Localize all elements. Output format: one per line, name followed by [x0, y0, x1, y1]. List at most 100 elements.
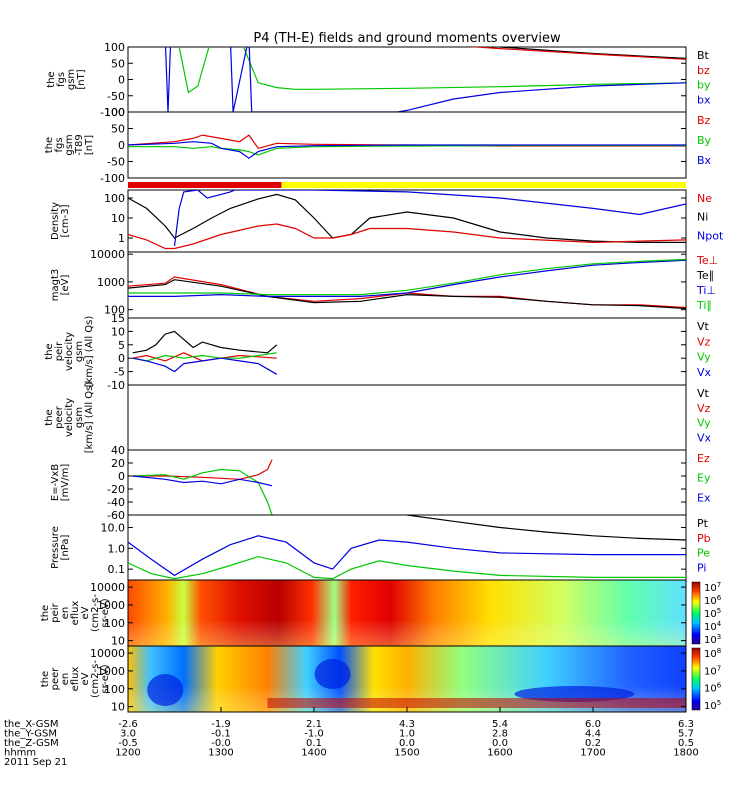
colorbar-tick-label: 106: [704, 682, 722, 695]
x-row-value: 0.0: [492, 738, 508, 749]
y-tick-label: 15: [111, 312, 125, 325]
y-tick-label: 10000: [90, 248, 125, 261]
y-tick-label: 10: [111, 212, 125, 225]
legend-label: Ne: [697, 192, 712, 205]
series-line-Npot: [173, 190, 686, 247]
series-line-Vz: [132, 352, 277, 362]
x-row-value: 2.1: [306, 719, 322, 730]
legend-label: Vy: [697, 351, 711, 364]
x-row-value: -0.1: [211, 729, 231, 740]
y-axis-label: the: [40, 605, 51, 621]
series-line-Ni: [128, 193, 686, 243]
legend-label: Ti⊥: [696, 284, 716, 297]
y-axis-label: [km/s] (All Qs): [84, 382, 95, 454]
y-axis-label: fgs: [56, 72, 67, 87]
x-row-label: hhmm: [4, 748, 36, 759]
legend-label: Ex: [697, 491, 711, 504]
series-line-bx: [164, 47, 686, 112]
series-line-By: [128, 145, 686, 156]
y-axis-label: en: [60, 673, 71, 686]
series-line-Ti∥: [128, 258, 686, 296]
x-row-value: 0.1: [306, 738, 322, 749]
series-line-Te∥: [128, 279, 686, 310]
y-tick-label: -40: [107, 496, 125, 509]
y-tick-label: 1000: [97, 276, 125, 289]
y-tick-label: 50: [111, 123, 125, 136]
y-tick-label: -50: [107, 90, 125, 103]
y-axis-label: eflux: [70, 667, 81, 692]
x-row-value: -2.6: [118, 719, 138, 730]
panel-frame: [127, 384, 687, 451]
y-tick-label: 100: [104, 41, 125, 54]
y-tick-label: 0: [118, 139, 125, 152]
y-tick-label: 10: [111, 701, 125, 714]
panel-frame: [127, 317, 687, 386]
series-line-Pt: [406, 515, 686, 541]
x-row-value: 0.2: [585, 738, 601, 749]
x-row-value: 6.0: [585, 719, 601, 730]
series-line-Ey: [132, 468, 273, 515]
colorbar: [691, 581, 701, 645]
y-axis-label: the: [44, 343, 55, 359]
series-line-Ti⊥: [128, 259, 686, 297]
panel-frame: [127, 514, 687, 581]
x-row-value: 1200: [115, 748, 140, 759]
legend-label: Pi: [697, 561, 706, 574]
series-line-Ne: [128, 223, 686, 250]
colorbar-tick-label: 106: [704, 594, 722, 607]
y-axis-label: eV: [80, 672, 91, 685]
x-axis-date: 2011 Sep 21: [4, 757, 67, 768]
x-row-label: the_X-GSM: [4, 719, 58, 730]
y-tick-label: -100: [100, 172, 125, 185]
y-tick-label: 0: [118, 470, 125, 483]
y-tick-label: 50: [111, 57, 125, 70]
legend-label: Vz: [697, 335, 711, 348]
spectrogram-blob: [314, 659, 351, 689]
legend-label: Vx: [697, 366, 712, 379]
series-line-Ex: [132, 475, 273, 487]
panel-density: 100 10 1 Density [cm-3] Ne Ni Npot: [50, 189, 724, 253]
series-line-Bt: [491, 47, 686, 59]
y-tick-label: -10: [107, 379, 125, 392]
y-tick-label: 10000: [90, 581, 125, 594]
y-tick-label: 100: [104, 192, 125, 205]
y-tick-label: 1000: [97, 665, 125, 678]
y-tick-label: 1.0: [108, 542, 126, 555]
y-tick-label: 1: [118, 232, 125, 245]
x-row-value: 6.3: [678, 719, 694, 730]
mode-bar-red: [128, 182, 282, 188]
legend-label: Vt: [697, 320, 710, 333]
series-line-Te⊥: [128, 276, 686, 309]
legend-label: bz: [697, 64, 710, 77]
x-row-value: 1500: [394, 748, 419, 759]
y-axis-label: velocity: [64, 332, 75, 371]
y-tick-label: 20: [111, 457, 125, 470]
legend-label: Vt: [697, 387, 710, 400]
y-axis-label: (cm2-s-: [90, 594, 101, 632]
legend-label: Npot: [697, 229, 724, 242]
series-line-Vx: [132, 357, 278, 375]
y-axis-label: sr-eV): [100, 598, 111, 627]
legend-label: Vx: [697, 431, 712, 444]
panel-fgs-t89: 100 50 0 -50 -100 the fgs gsm -T89 [nT] Bz By Bx: [44, 106, 712, 185]
y-axis-label: gsm: [64, 134, 75, 155]
spectrogram-band: [267, 698, 686, 708]
x-row-value: -1.0: [304, 729, 324, 740]
x-row-value: 5.7: [678, 729, 694, 740]
y-tick-label: 100: [104, 683, 125, 696]
y-axis-label: [eV]: [60, 275, 71, 296]
legend-label: Te⊥: [696, 254, 718, 267]
legend-label: Bt: [697, 49, 710, 62]
y-axis-label: gsm: [74, 341, 85, 362]
y-axis-label: en: [60, 607, 71, 620]
legend-label: Bx: [697, 154, 712, 167]
y-axis-label: sr-eV): [100, 664, 111, 693]
legend-label: Pe: [697, 547, 710, 560]
y-tick-label: 0.1: [108, 563, 126, 576]
y-tick-label: 0: [118, 74, 125, 87]
